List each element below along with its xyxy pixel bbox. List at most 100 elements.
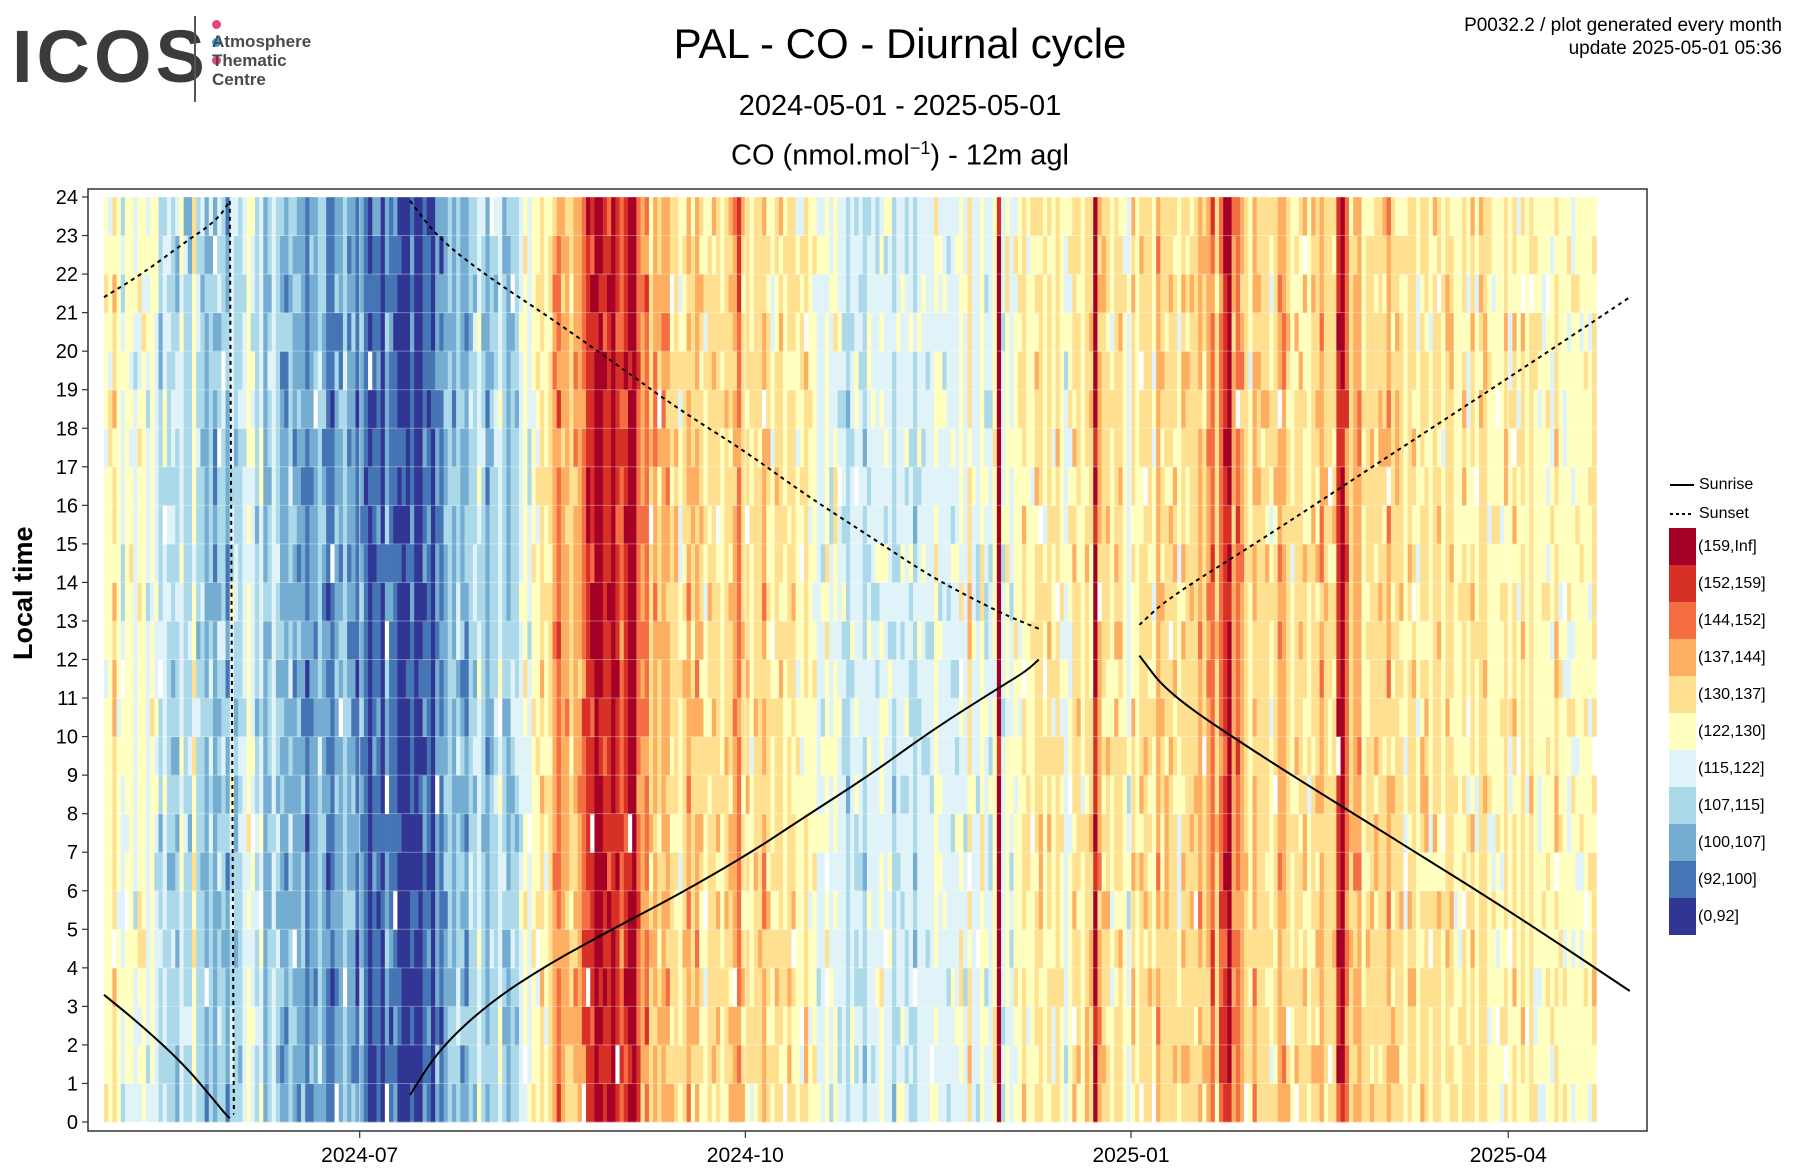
heatmap-cell — [724, 890, 729, 930]
heatmap-cell — [594, 389, 600, 429]
heatmap-cell — [556, 428, 562, 468]
heatmap-cell — [108, 775, 113, 815]
heatmap-cell — [359, 620, 365, 660]
heatmap-cell — [342, 1006, 348, 1046]
heatmap-cell — [908, 775, 914, 815]
heatmap-cell — [736, 389, 742, 429]
heatmap-cell — [887, 428, 893, 468]
heatmap-cell — [548, 620, 553, 660]
heatmap-cell — [321, 197, 327, 236]
heatmap-cell — [363, 1083, 369, 1123]
heatmap-cell — [569, 197, 574, 236]
heatmap-cell — [212, 235, 218, 275]
heatmap-cell — [875, 736, 880, 776]
heatmap-cell — [250, 351, 256, 391]
heatmap-cell — [824, 929, 830, 969]
heatmap-cell — [690, 235, 696, 275]
heatmap-cell — [196, 967, 201, 1007]
heatmap-cell — [212, 389, 218, 429]
heatmap-cell — [845, 736, 851, 776]
heatmap-cell — [913, 1006, 918, 1046]
heatmap-cell — [594, 312, 600, 352]
heatmap-cell — [745, 698, 750, 737]
heatmap-cell — [363, 620, 369, 660]
heatmap-cell — [510, 505, 516, 545]
heatmap-cell — [795, 505, 801, 545]
heatmap-cell — [548, 775, 553, 815]
heatmap-cell — [418, 852, 423, 892]
heatmap-cell — [560, 1044, 566, 1084]
heatmap-cell — [854, 197, 859, 236]
heatmap-cell — [766, 813, 771, 853]
heatmap-cell — [477, 890, 482, 930]
heatmap-cell — [774, 505, 780, 545]
heatmap-cell — [506, 813, 511, 853]
heatmap-cell — [275, 929, 281, 969]
heatmap-cell — [950, 428, 956, 468]
heatmap-cell — [405, 389, 411, 429]
heatmap-cell — [162, 505, 168, 545]
heatmap-cell — [208, 428, 214, 468]
heatmap-cell — [753, 813, 759, 853]
heatmap-cell — [301, 659, 306, 699]
heatmap-cell — [766, 389, 771, 429]
heatmap-cell — [896, 1006, 901, 1046]
heatmap-cell — [674, 852, 679, 892]
heatmap-cell — [954, 466, 960, 506]
heatmap-cell — [602, 197, 608, 236]
heatmap-cell — [833, 813, 838, 853]
heatmap-cell — [866, 929, 872, 969]
heatmap-cell — [498, 813, 503, 853]
heatmap-cell — [355, 620, 361, 660]
heatmap-cell — [607, 736, 612, 776]
heatmap-cell — [824, 428, 830, 468]
heatmap-cell — [820, 505, 826, 545]
heatmap-cell — [162, 389, 168, 429]
heatmap-cell — [221, 890, 226, 930]
heatmap-cell — [212, 351, 218, 391]
heatmap-cell — [259, 736, 264, 776]
heatmap-cell — [711, 274, 717, 314]
heatmap-cell — [682, 1006, 688, 1046]
heatmap-cell — [837, 351, 843, 391]
heatmap-cell — [305, 389, 310, 429]
heatmap-cell — [510, 1083, 516, 1123]
heatmap-cell — [598, 736, 604, 776]
heatmap-cell — [422, 698, 428, 737]
heatmap-cell — [820, 1083, 826, 1123]
heatmap-cell — [301, 967, 306, 1007]
heatmap-cell — [493, 351, 499, 391]
heatmap-cell — [330, 466, 335, 506]
heatmap-cell — [179, 967, 185, 1007]
heatmap-cell — [498, 659, 503, 699]
heatmap-cell — [179, 1083, 185, 1123]
heatmap-cell — [787, 852, 792, 892]
heatmap-cell — [334, 813, 340, 853]
heatmap-cell — [187, 929, 193, 969]
heatmap-cell — [862, 698, 868, 737]
heatmap-cell — [397, 582, 403, 622]
heatmap-cell — [590, 620, 595, 660]
heatmap-cell — [753, 543, 759, 583]
heatmap-cell — [967, 967, 973, 1007]
heatmap-cell — [619, 466, 625, 506]
heatmap-cell — [426, 428, 432, 468]
heatmap-cell — [221, 736, 226, 776]
heatmap-cell — [242, 890, 247, 930]
heatmap-cell — [506, 505, 511, 545]
heatmap-cell — [212, 698, 218, 737]
heatmap-cell — [150, 428, 155, 468]
heatmap-cell — [728, 967, 734, 1007]
heatmap-cell — [632, 775, 637, 815]
heatmap-cell — [326, 852, 331, 892]
heatmap-cell — [787, 389, 792, 429]
heatmap-cell — [527, 620, 532, 660]
heatmap-cell — [523, 312, 528, 352]
heatmap-cell — [233, 312, 239, 352]
heatmap-cell — [410, 466, 415, 506]
heatmap-cell — [372, 1006, 377, 1046]
heatmap-cell — [565, 389, 570, 429]
heatmap-cell — [430, 428, 436, 468]
heatmap-cell — [938, 775, 943, 815]
heatmap-cell — [745, 582, 750, 622]
